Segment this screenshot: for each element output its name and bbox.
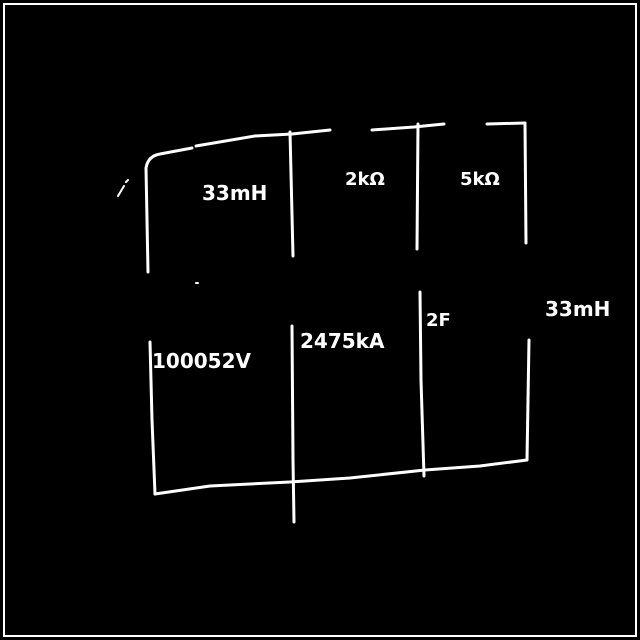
top-right-wire <box>523 121 528 245</box>
component-label-top-right: 5kΩ <box>460 169 500 190</box>
bottom-wire <box>153 458 529 496</box>
component-label-bottom-right: 2F <box>426 310 451 331</box>
component-label-bottom-middle: 2475kA <box>300 329 385 353</box>
top-divider-1 <box>288 130 295 258</box>
image-border <box>3 3 637 637</box>
bottom-right-wire <box>525 338 531 462</box>
component-label-top-middle: 2kΩ <box>345 169 385 190</box>
bottom-divider-2 <box>418 290 426 478</box>
bottom-left-wire <box>148 340 157 496</box>
component-label-right-outside: 33mH <box>545 297 610 321</box>
component-label-top-left: 33mH <box>202 181 267 205</box>
bottom-divider-1 <box>290 324 296 524</box>
stray-mark <box>117 179 129 197</box>
component-label-bottom-left: 100052V <box>152 349 251 373</box>
top-divider-2 <box>415 122 420 251</box>
top-wire <box>144 121 527 274</box>
